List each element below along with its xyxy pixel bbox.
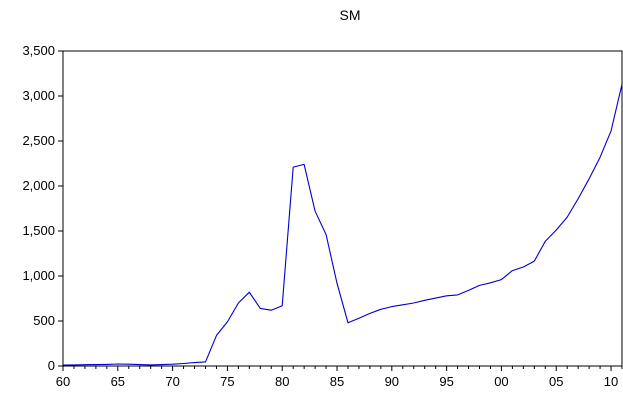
y-tick-label: 2,500 [22, 133, 55, 148]
series-layer [62, 84, 623, 366]
chart-title: SM [340, 7, 361, 23]
x-tick-label: 85 [330, 374, 344, 389]
plot-frame [62, 50, 623, 367]
x-tick-label: 00 [494, 374, 508, 389]
y-tick-label: 2,000 [22, 178, 55, 193]
y-tick-label: 500 [33, 313, 55, 328]
x-tick-label: 05 [549, 374, 563, 389]
y-tick-label: 0 [48, 358, 55, 373]
x-tick-label: 65 [111, 374, 125, 389]
y-tick-label: 1,000 [22, 268, 55, 283]
x-tick-label: 75 [220, 374, 234, 389]
x-tick-label: 80 [275, 374, 289, 389]
y-tick-label: 1,500 [22, 223, 55, 238]
y-tick-label: 3,500 [22, 43, 55, 58]
x-tick-label: 70 [165, 374, 179, 389]
x-tick-label: 10 [604, 374, 618, 389]
x-tick-label: 95 [439, 374, 453, 389]
y-tick-label: 3,000 [22, 88, 55, 103]
x-tick-label: 90 [385, 374, 399, 389]
series-line [62, 84, 623, 366]
x-tick-label: 60 [56, 374, 70, 389]
